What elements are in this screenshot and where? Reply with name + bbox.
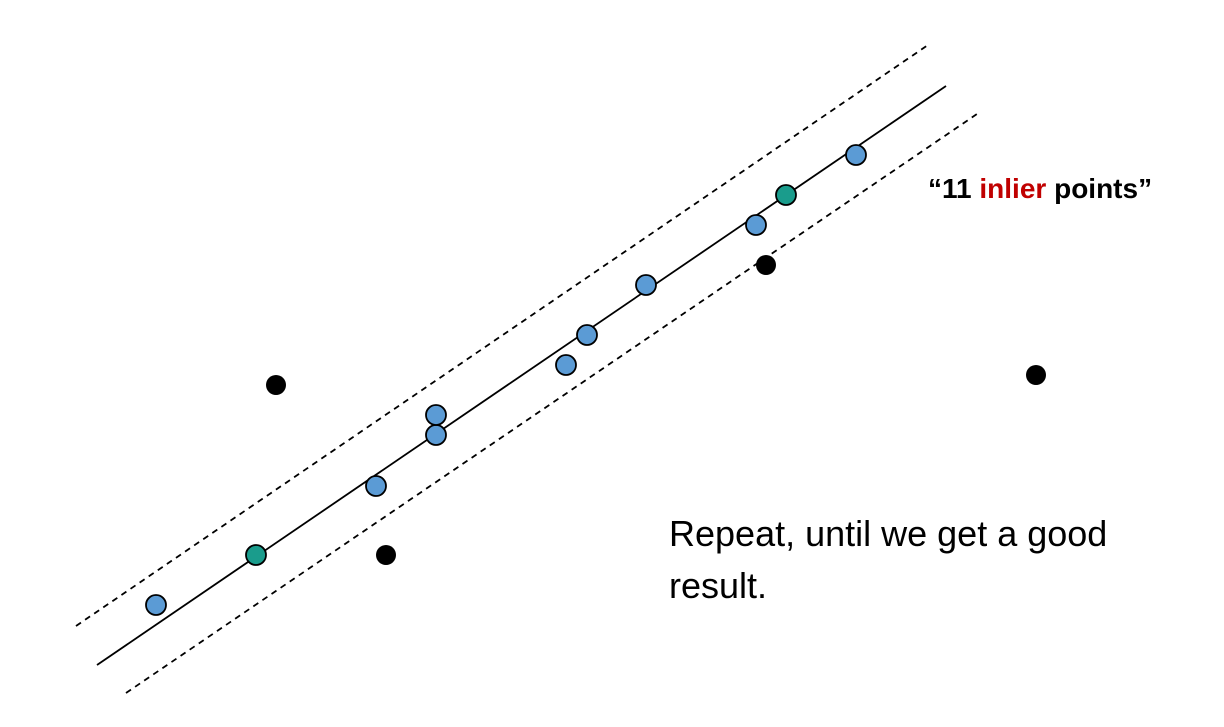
inlier-word: inlier	[979, 173, 1047, 204]
inlier-count-label: “11 inlier points”	[928, 171, 1152, 207]
outlier-point-14	[756, 255, 776, 275]
inlier-point-6	[576, 324, 598, 346]
outlier-point-12	[266, 375, 286, 395]
quote-open: “	[928, 173, 942, 204]
inlier-point-1	[145, 594, 167, 616]
inlier-count: 11	[942, 173, 972, 204]
caption-text: Repeat, until we get a good result.	[669, 513, 1108, 606]
sample-point-10	[245, 544, 267, 566]
inlier-point-9	[845, 144, 867, 166]
inlier-point-5	[555, 354, 577, 376]
outlier-point-13	[376, 545, 396, 565]
quote-close: ”	[1138, 173, 1153, 204]
fitted-line	[96, 85, 947, 666]
upper-threshold-line	[75, 44, 929, 627]
inlier-point-8	[745, 214, 767, 236]
inlier-point-7	[635, 274, 657, 296]
inlier-point-3	[425, 424, 447, 446]
sample-point-11	[775, 184, 797, 206]
points-layer	[145, 144, 1046, 616]
inlier-point-2	[365, 475, 387, 497]
points-word: points	[1054, 173, 1139, 204]
inlier-point-4	[425, 404, 447, 426]
outlier-point-15	[1026, 365, 1046, 385]
